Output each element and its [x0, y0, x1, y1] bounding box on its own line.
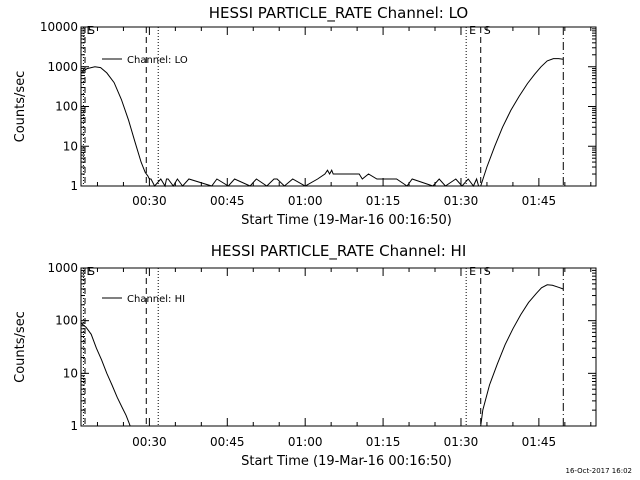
panel-2-x-tick-label: 01:30: [444, 435, 479, 449]
panel-1-y-tick-label: 10000: [40, 20, 78, 34]
panel-2-event-marker-label: E: [469, 265, 476, 278]
panel-1-chart-title: HESSI PARTICLE_RATE Channel: LO: [209, 4, 468, 23]
panel-1-x-tick-label: 01:45: [522, 194, 557, 208]
panel-2-plot-frame: [80, 267, 597, 427]
panel-1-event-marker-label: E: [86, 24, 93, 37]
panel-2-x-axis-label: Start Time (19-Mar-16 00:16:50): [241, 454, 452, 469]
panel-1-x-axis-label: Start Time (19-Mar-16 00:16:50): [241, 213, 452, 228]
panel-2-x-tick-label: 01:00: [288, 435, 323, 449]
panel-1-y-axis-label: Counts/sec: [13, 71, 28, 143]
panel-2-event-marker-label: S: [484, 265, 491, 278]
panel-1-x-tick-label: 01:30: [444, 194, 479, 208]
panel-2-event-marker-label: S: [88, 265, 95, 278]
panel-2-y-tick-label: 1000: [47, 261, 78, 275]
panel-1-y-tick-label: 10: [63, 139, 78, 153]
panel-1-y-tick-label: 1000: [47, 60, 78, 74]
panel-2-legend-label: Channel: HI: [127, 294, 185, 305]
panel-1-series-line: [80, 58, 564, 188]
panel-1-x-tick-label: 00:30: [132, 194, 167, 208]
panel-2-y-tick-label: 1: [70, 419, 78, 433]
panel-2-x-tick-label: 00:45: [210, 435, 245, 449]
panel-2-y-axis-label: Counts/sec: [13, 311, 28, 383]
panel-1-y-tick-label: 100: [55, 100, 78, 114]
panel-2-x-tick-label: 01:15: [366, 435, 401, 449]
panel-1-x-tick-label: 01:15: [366, 194, 401, 208]
panel-1-x-tick-label: 01:00: [288, 194, 323, 208]
panel-2-x-tick-label: 00:30: [132, 435, 167, 449]
panel-1-event-marker-label: S: [484, 24, 491, 37]
panel-1-x-tick-label: 00:45: [210, 194, 245, 208]
panel-1-event-marker-label: E: [469, 24, 476, 37]
panel-1-legend-label: Channel: LO: [127, 55, 188, 66]
panel-2-event-marker-label: E: [86, 265, 93, 278]
panel-2-y-tick-label: 100: [55, 314, 78, 328]
panel-2-x-tick-label: 01:45: [522, 435, 557, 449]
plot-timestamp: 16-Oct-2017 16:02: [565, 467, 632, 475]
panel-1-y-tick-label: 1: [70, 179, 78, 193]
panel-2-series-line: [80, 322, 131, 427]
panel-2-series-line-segment-2: [480, 284, 564, 427]
panel-1-event-marker-label: S: [88, 24, 95, 37]
panel-2-y-tick-label: 10: [63, 366, 78, 380]
panel-2-chart-title: HESSI PARTICLE_RATE Channel: HI: [211, 242, 467, 261]
